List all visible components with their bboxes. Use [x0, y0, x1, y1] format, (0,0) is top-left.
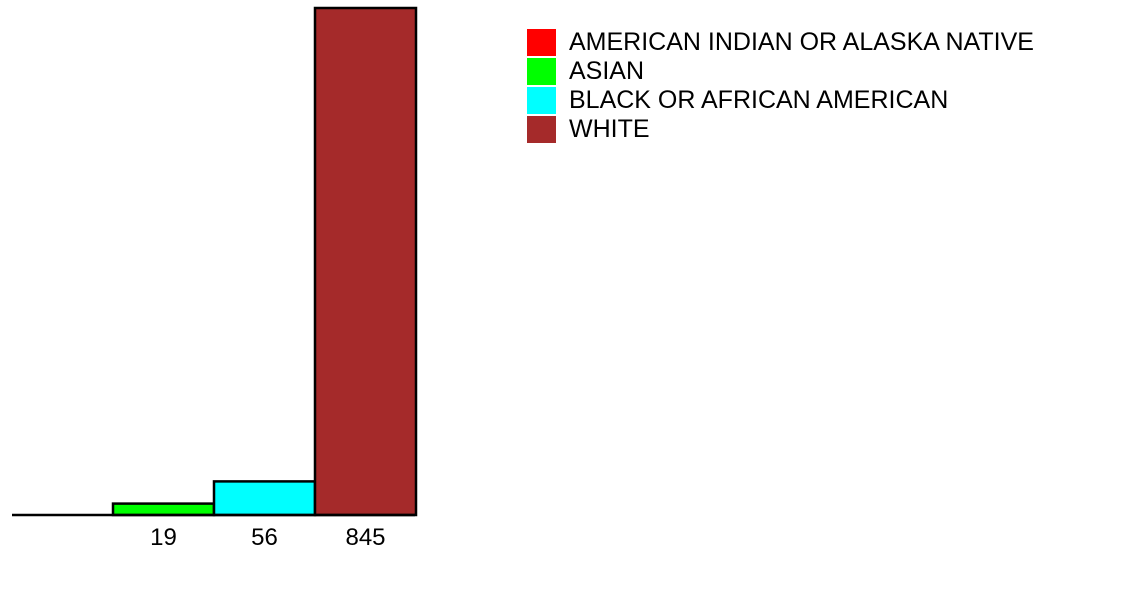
legend-swatch [527, 29, 556, 56]
value-labels-group: 19 56 845 [150, 524, 385, 551]
legend-item-white: WHITE [527, 115, 1034, 144]
legend-label: ASIAN [569, 57, 645, 85]
value-label-white: 845 [345, 524, 385, 551]
legend-item-black-or-african-american: BLACK OR AFRICAN AMERICAN [527, 86, 1034, 115]
legend-label: WHITE [569, 115, 650, 143]
legend-swatch [527, 87, 556, 114]
legend-swatch [527, 58, 556, 85]
value-label-asian: 19 [150, 524, 177, 551]
legend-item-asian: ASIAN [527, 57, 1034, 86]
bars-group [111, 6, 418, 517]
legend-swatch [527, 116, 556, 143]
bar-white [313, 6, 418, 517]
legend-label: BLACK OR AFRICAN AMERICAN [569, 86, 949, 114]
bar-asian [111, 502, 216, 517]
legend: AMERICAN INDIAN OR ALASKA NATIVE ASIAN BLA… [527, 28, 1034, 144]
value-label-black-or-african-american: 56 [251, 524, 278, 551]
legend-label: AMERICAN INDIAN OR ALASKA NATIVE [569, 28, 1034, 56]
bar-black-or-african-american [212, 480, 317, 517]
legend-item-american-indian-or-alaska-native: AMERICAN INDIAN OR ALASKA NATIVE [527, 28, 1034, 57]
